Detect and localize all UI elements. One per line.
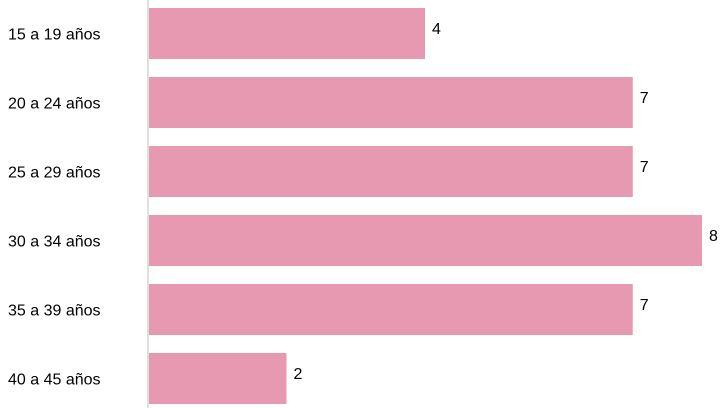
value-label-3: 7 — [640, 159, 649, 176]
value-label-2: 7 — [640, 90, 649, 107]
category-label-6: 40 a 45 años — [8, 372, 101, 389]
category-label-2: 20 a 24 años — [8, 96, 101, 113]
bar-4 — [149, 215, 702, 266]
bar-1 — [149, 8, 425, 59]
bar-5 — [149, 284, 633, 335]
category-label-1: 15 a 19 años — [8, 27, 101, 44]
category-label-3: 25 a 29 años — [8, 165, 101, 182]
value-label-4: 8 — [709, 228, 718, 245]
value-label-6: 2 — [294, 366, 303, 383]
value-labels-group: 4 7 7 8 7 2 — [294, 21, 719, 383]
category-label-5: 35 a 39 años — [8, 303, 101, 320]
bar-2 — [149, 77, 633, 128]
category-labels-group: 15 a 19 años 20 a 24 años 25 a 29 años 30 a… — [8, 27, 101, 389]
bar-3 — [149, 146, 633, 197]
value-label-5: 7 — [640, 297, 649, 314]
bars-group — [149, 8, 702, 404]
value-label-1: 4 — [432, 21, 441, 38]
bar-6 — [149, 353, 287, 404]
category-label-4: 30 a 34 años — [8, 234, 101, 251]
